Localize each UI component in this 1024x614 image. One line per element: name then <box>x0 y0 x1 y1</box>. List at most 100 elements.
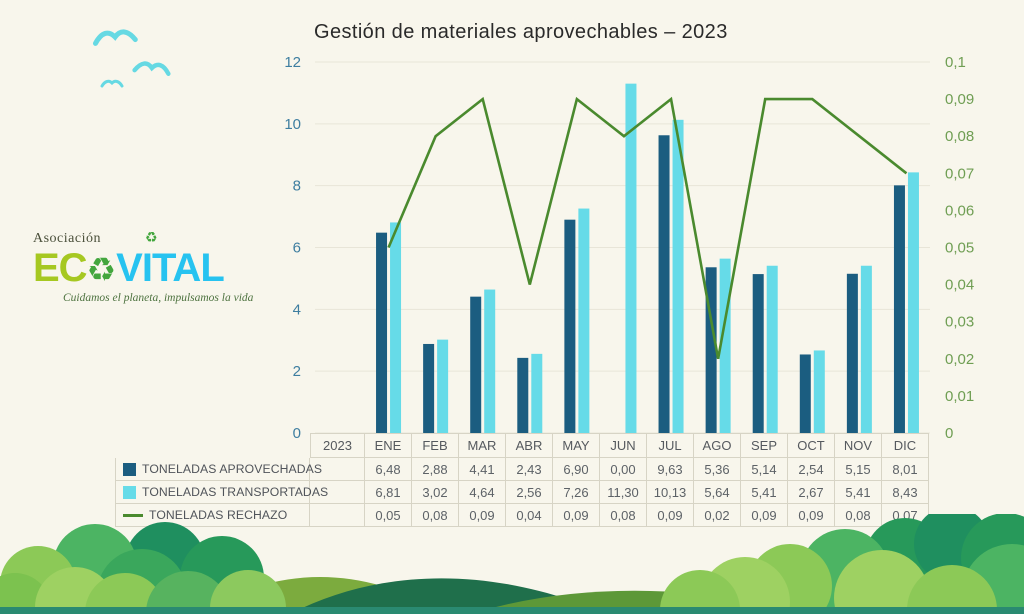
value-cell: 6,81 <box>365 481 412 504</box>
value-cell: 8,01 <box>882 458 929 481</box>
left-axis-tick: 4 <box>293 301 301 318</box>
right-axis-tick: 0 <box>945 425 953 442</box>
bird-icon <box>92 29 138 46</box>
right-axis-tick: 0,03 <box>945 314 974 331</box>
value-cell: 11,30 <box>600 481 647 504</box>
line-toneladas-rechazo <box>387 96 908 360</box>
value-cell: 2,43 <box>506 458 553 481</box>
value-cell: 5,36 <box>694 458 741 481</box>
bar-toneladas-transportadas <box>578 208 590 433</box>
bar-toneladas-transportadas <box>484 289 496 433</box>
value-cell: 5,14 <box>741 458 788 481</box>
value-cell: 0,05 <box>365 504 412 527</box>
right-axis-tick: 0,02 <box>945 351 974 368</box>
value-cell: 2,56 <box>506 481 553 504</box>
bar-toneladas-aprovechadas <box>705 267 717 433</box>
bar-toneladas-transportadas <box>437 339 449 433</box>
bird-icon <box>100 79 124 88</box>
value-cell: 2,54 <box>788 458 835 481</box>
bar-toneladas-aprovechadas <box>423 343 435 433</box>
right-axis-tick: 0,05 <box>945 240 974 257</box>
tree-cluster-right <box>660 514 1024 614</box>
legend-label: TONELADAS TRANSPORTADAS <box>115 481 328 504</box>
bar-toneladas-transportadas <box>719 258 731 433</box>
value-cell: 9,63 <box>647 458 694 481</box>
tree-cluster-left <box>0 522 286 614</box>
month-header: MAY <box>553 433 600 458</box>
bar-toneladas-transportadas <box>907 172 919 433</box>
value-cell: 5,41 <box>835 481 882 504</box>
legend-label-text: TONELADAS TRANSPORTADAS <box>142 485 329 499</box>
logo-brand-ec: EC <box>33 246 88 290</box>
value-cell: 0,08 <box>835 504 882 527</box>
landscape-illustration <box>0 514 1024 614</box>
value-cell: 4,64 <box>459 481 506 504</box>
bar-toneladas-aprovechadas <box>564 219 576 433</box>
month-header: FEB <box>412 433 459 458</box>
left-axis-tick: 0 <box>293 425 301 442</box>
right-axis-tick: 0,09 <box>945 91 974 108</box>
legend-label: TONELADAS APROVECHADAS <box>115 458 322 481</box>
value-cell: 0,04 <box>506 504 553 527</box>
month-header: AGO <box>694 433 741 458</box>
ground-strip <box>0 607 1024 614</box>
value-cell: 4,41 <box>459 458 506 481</box>
data-table: 2023 ENE FEB MAR ABR MAY JUN JUL AGO SEP OCT NOV DIC… <box>115 433 929 527</box>
month-header: JUL <box>647 433 694 458</box>
bar-toneladas-aprovechadas <box>752 274 764 433</box>
chart-title: Gestión de materiales aprovechables – 20… <box>314 21 728 43</box>
left-axis-tick: 8 <box>293 178 301 195</box>
value-cell: 5,64 <box>694 481 741 504</box>
small-recycle-icon: ♻ <box>145 230 158 246</box>
year-header: 2023 <box>310 433 365 458</box>
month-header: MAR <box>459 433 506 458</box>
right-axis-tick: 0,08 <box>945 128 974 145</box>
value-cell: 0,09 <box>741 504 788 527</box>
bar-toneladas-transportadas <box>531 353 543 433</box>
year-empty-cell <box>310 458 365 481</box>
bird-icon <box>132 61 171 76</box>
legend-swatch-icon <box>123 485 136 499</box>
month-header: JUN <box>600 433 647 458</box>
right-axis-tick: 0,1 <box>945 54 966 71</box>
hill-dark <box>290 578 720 614</box>
ecovital-logo: Asociación EC♻VITAL ♻ Cuidamos el planet… <box>33 230 273 304</box>
table-corner <box>115 433 310 458</box>
bar-toneladas-aprovechadas <box>376 232 388 433</box>
value-cell: 0,08 <box>600 504 647 527</box>
recycle-icon: ♻ <box>86 250 117 289</box>
legend-label-text: TONELADAS RECHAZO <box>149 508 288 522</box>
bar-toneladas-transportadas <box>860 265 872 433</box>
month-header: DIC <box>882 433 929 458</box>
value-cell: 0,08 <box>412 504 459 527</box>
combo-chart: 12 10 8 6 4 2 0 0,1 0,09 0,08 0,07 0,06 0,05 0,04 0,03… <box>284 54 974 442</box>
right-axis-tick: 0,01 <box>945 388 974 405</box>
bar-toneladas-aprovechadas <box>517 357 529 433</box>
value-cell: 6,48 <box>365 458 412 481</box>
value-cell: 0,02 <box>694 504 741 527</box>
logo-tagline: Cuidamos el planeta, impulsamos la vida <box>63 291 254 304</box>
birds-illustration <box>92 29 171 88</box>
left-axis-tick: 2 <box>293 363 301 380</box>
value-cell: 8,43 <box>882 481 929 504</box>
logo-brand-text: EC♻VITAL <box>33 248 273 289</box>
right-axis-tick: 0,04 <box>945 277 974 294</box>
logo-association-text: Asociación <box>33 231 101 246</box>
value-cell: 5,15 <box>835 458 882 481</box>
bar-toneladas-transportadas <box>390 222 402 433</box>
legend-label-text: TONELADAS APROVECHADAS <box>142 462 323 476</box>
value-cell: 2,67 <box>788 481 835 504</box>
left-axis-tick: 6 <box>293 240 301 257</box>
bar-toneladas-aprovechadas <box>846 273 858 433</box>
right-axis-tick: 0,07 <box>945 165 974 182</box>
left-axis-tick: 10 <box>284 116 301 133</box>
bar-toneladas-aprovechadas <box>470 296 482 433</box>
logo-brand-vital: VITAL <box>116 246 225 290</box>
bar-toneladas-transportadas <box>766 265 778 433</box>
bar-toneladas-aprovechadas <box>893 185 905 433</box>
value-cell: 0,09 <box>788 504 835 527</box>
month-header: OCT <box>788 433 835 458</box>
bar-toneladas-transportadas <box>672 119 684 434</box>
bar-toneladas-transportadas <box>625 83 637 433</box>
value-cell: 5,41 <box>741 481 788 504</box>
